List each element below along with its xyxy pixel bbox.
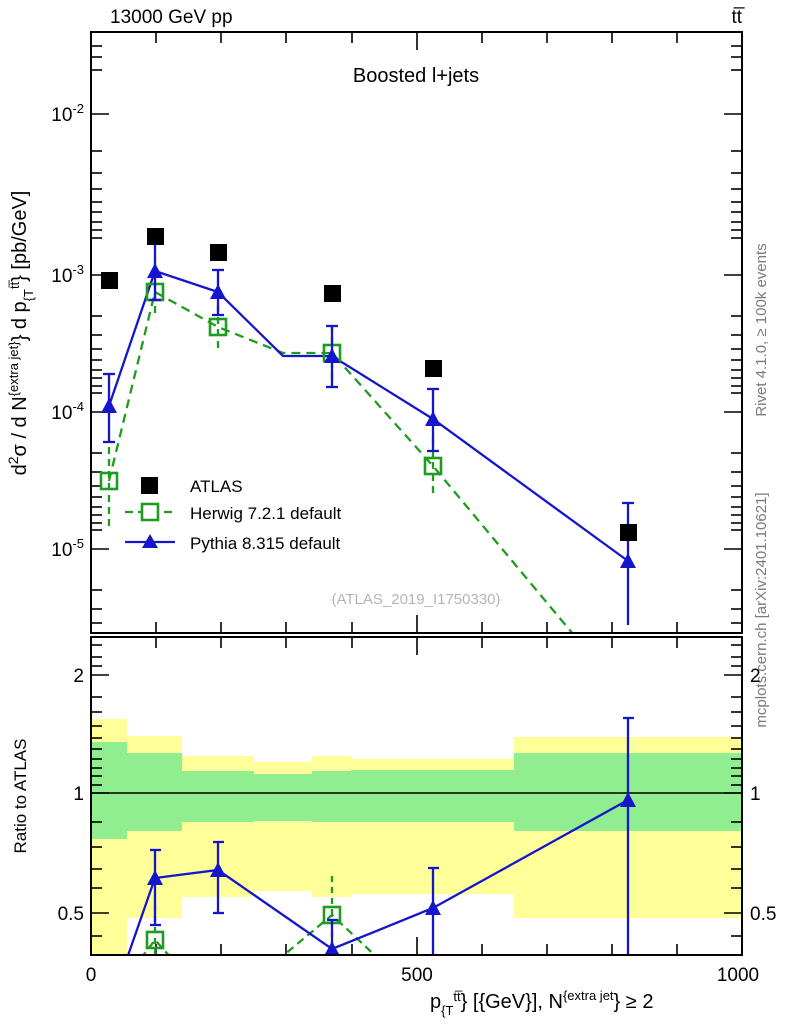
mcplots-source-label: mcplots.cern.ch [arXiv:2401.10621] [753, 492, 770, 727]
ratio-ytick-left-2: 2 [73, 666, 84, 687]
legend: ATLAS Herwig 7.2.1 default Pythia 8.315 … [125, 477, 341, 553]
ratio-y-ticks [91, 644, 742, 937]
pythia-markers [101, 263, 636, 568]
legend-label-pythia: Pythia 8.315 default [190, 534, 341, 553]
legend-marker-filled-triangle [142, 534, 158, 548]
xlabel-mid: } [{GeV}], N [461, 991, 563, 1013]
ylabel-sigma: σ / d N [9, 396, 31, 456]
ylabel-t-sub: {T [21, 289, 36, 301]
legend-item-atlas[interactable]: ATLAS [141, 477, 243, 496]
xlabel-p-sup: tt̅ [453, 989, 462, 1004]
atlas-markers [101, 228, 637, 541]
ratio-ytick-right-2: 2 [750, 666, 761, 687]
x-tick-labels: 0 500 1000 [86, 965, 759, 986]
ratio-data-layer [127, 716, 636, 954]
ratio-ytick-left-05: 0.5 [58, 904, 84, 925]
xtick-label-1000: 1000 [717, 965, 759, 986]
ylabel-brace: } [9, 275, 31, 282]
ylabel-tt-sup: tt̅ [7, 280, 22, 289]
svg-text:d2σ / d N{extra jet}} d p{: d2σ / d N{extra jet}} d p{Ttt̅} [pb/GeV] [5, 191, 36, 476]
ratio-ytick-right-05: 0.5 [750, 904, 776, 925]
ytick-exp-4: -5 [72, 536, 84, 551]
legend-marker-open-square [140, 502, 160, 522]
ratio-x-ticks [90, 637, 743, 955]
legend-label-atlas: ATLAS [190, 477, 243, 496]
legend-marker-filled-square [141, 477, 158, 494]
x-axis-label: p{Ttt̅} [{GeV}], N{extra jet} ≥ 2 [430, 988, 653, 1018]
ratio-ytick-right-1: 1 [750, 784, 761, 805]
main-y-axis-label: d2σ / d N{extra jet}} d p{Ttt̅} [pb/GeV] [5, 191, 36, 476]
legend-item-herwig[interactable]: Herwig 7.2.1 default [125, 502, 341, 523]
ytick-exp-2: -3 [72, 262, 84, 277]
pythia-ratio-line [127, 798, 629, 954]
plot-subtitle: Boosted l+jets [353, 65, 479, 87]
herwig-line [107, 290, 573, 632]
xtick-label-0: 0 [86, 965, 97, 986]
legend-item-pythia[interactable]: Pythia 8.315 default [125, 534, 341, 553]
ratio-y-tick-labels: 2 1 0.5 2 1 0.5 [58, 666, 777, 925]
ylabel-d-sup: 2 [5, 456, 21, 464]
xlabel-tail: } ≥ 2 [614, 991, 654, 1013]
header-right-label: tt̅ [731, 7, 745, 28]
rivet-version-label: Rivet 4.1.0, ≥ 100k events [753, 243, 770, 416]
legend-label-herwig: Herwig 7.2.1 default [190, 504, 341, 523]
ylabel-units: [pb/GeV] [9, 191, 31, 276]
main-y-ticks [91, 45, 742, 624]
pythia-ratio-markers [147, 792, 636, 954]
ylabel-dp: } d p [9, 301, 31, 341]
ylabel-n-sup: {extra jet} [6, 341, 21, 397]
xlabel-n-sup: {extra jet [563, 988, 614, 1003]
analysis-watermark: (ATLAS_2019_I1750330) [331, 591, 500, 608]
main-data-layer [99, 228, 637, 632]
xlabel-p-sub: {T [441, 1003, 453, 1018]
ytick-exp-3: -4 [72, 399, 84, 414]
ratio-y-axis-label: Ratio to ATLAS [11, 739, 30, 854]
xtick-label-500: 500 [401, 965, 433, 986]
ylabel-d: d [9, 464, 31, 475]
xlabel-p: p [430, 991, 441, 1013]
header-left-label: 13000 GeV pp [110, 7, 233, 28]
ratio-ytick-left-1: 1 [73, 784, 84, 805]
main-x-ticks [90, 32, 743, 633]
ytick-exp-1: -2 [72, 101, 84, 116]
